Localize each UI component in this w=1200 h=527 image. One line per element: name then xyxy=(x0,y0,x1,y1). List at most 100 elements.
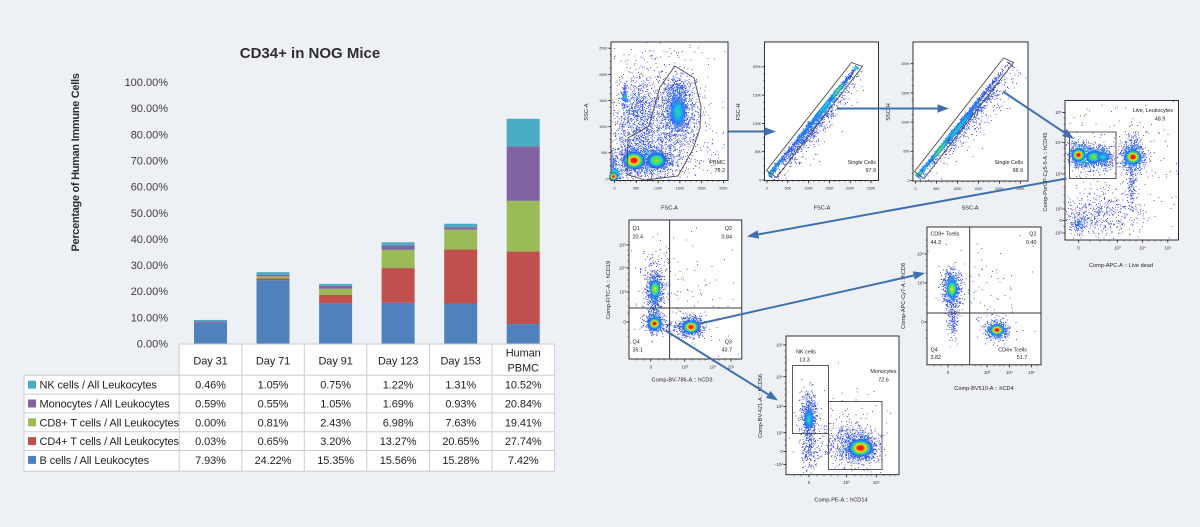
svg-text:10⁴: 10⁴ xyxy=(1139,245,1146,250)
svg-text:10⁵: 10⁵ xyxy=(1164,245,1171,250)
svg-text:200K: 200K xyxy=(599,73,608,77)
svg-text:10⁵: 10⁵ xyxy=(1055,110,1062,115)
svg-text:7.42%: 7.42% xyxy=(508,455,539,467)
svg-text:250K: 250K xyxy=(719,187,728,191)
svg-text:SSC-H: SSC-H xyxy=(886,103,892,120)
svg-text:10⁴: 10⁴ xyxy=(1055,140,1062,145)
svg-text:200K: 200K xyxy=(846,187,855,191)
svg-text:43.7: 43.7 xyxy=(722,348,733,354)
svg-text:24.22%: 24.22% xyxy=(255,455,292,467)
svg-text:50K: 50K xyxy=(933,187,940,191)
svg-text:10³: 10³ xyxy=(682,364,689,369)
svg-text:Day 123: Day 123 xyxy=(378,356,418,368)
svg-text:35.1: 35.1 xyxy=(633,348,644,354)
svg-text:Day 91: Day 91 xyxy=(318,356,352,368)
svg-text:10³: 10³ xyxy=(776,404,783,409)
svg-text:250K: 250K xyxy=(867,187,876,191)
svg-text:PBMC: PBMC xyxy=(709,160,725,166)
svg-text:Comp-APC-Cy7-A :: hCD8: Comp-APC-Cy7-A :: hCD8 xyxy=(901,263,907,329)
svg-text:0: 0 xyxy=(766,187,768,191)
svg-text:50K: 50K xyxy=(633,187,640,191)
svg-text:0: 0 xyxy=(780,449,783,454)
svg-text:50K: 50K xyxy=(903,150,910,154)
svg-text:20.65%: 20.65% xyxy=(442,436,479,448)
svg-text:50K: 50K xyxy=(785,187,792,191)
svg-text:10²: 10² xyxy=(776,430,783,435)
svg-text:Q4: Q4 xyxy=(931,348,938,354)
svg-text:250K: 250K xyxy=(599,47,608,51)
svg-text:Q2: Q2 xyxy=(725,226,732,232)
svg-text:-10²: -10² xyxy=(775,462,783,467)
svg-text:10³: 10³ xyxy=(1055,172,1062,177)
svg-text:0: 0 xyxy=(808,480,811,485)
svg-text:150K: 150K xyxy=(753,94,762,98)
svg-text:150K: 150K xyxy=(901,91,910,95)
svg-text:0.75%: 0.75% xyxy=(320,380,351,392)
svg-text:100.00%: 100.00% xyxy=(125,77,169,89)
svg-text:CD34+ in NOG Mice: CD34+ in NOG Mice xyxy=(240,45,380,62)
svg-text:50.00%: 50.00% xyxy=(131,208,169,220)
svg-text:10⁴: 10⁴ xyxy=(619,266,626,271)
svg-text:0: 0 xyxy=(623,320,626,325)
svg-text:1.05%: 1.05% xyxy=(320,399,351,411)
svg-text:7.63%: 7.63% xyxy=(445,417,476,429)
svg-text:0: 0 xyxy=(650,364,653,369)
svg-text:15.28%: 15.28% xyxy=(442,455,479,467)
svg-text:97.9: 97.9 xyxy=(866,168,877,174)
svg-text:27.74%: 27.74% xyxy=(505,436,542,448)
svg-text:150K: 150K xyxy=(825,187,834,191)
svg-text:10³: 10³ xyxy=(619,290,626,295)
svg-text:100K: 100K xyxy=(901,121,910,125)
svg-text:NK cells: NK cells xyxy=(796,350,816,356)
svg-text:250K: 250K xyxy=(1016,187,1025,191)
svg-text:Q1: Q1 xyxy=(633,226,640,232)
svg-text:Monocytes: Monocytes xyxy=(870,369,896,375)
svg-text:10³: 10³ xyxy=(843,480,850,485)
svg-text:3.82: 3.82 xyxy=(931,355,942,361)
svg-text:3.20%: 3.20% xyxy=(320,436,351,448)
svg-text:Day 71: Day 71 xyxy=(256,356,290,368)
svg-text:0.55%: 0.55% xyxy=(258,399,289,411)
svg-text:10.52%: 10.52% xyxy=(505,380,542,392)
svg-text:10⁵: 10⁵ xyxy=(728,364,735,369)
svg-text:1.69%: 1.69% xyxy=(383,399,414,411)
svg-text:10³: 10³ xyxy=(1114,245,1121,250)
svg-text:FSC-H: FSC-H xyxy=(736,103,742,120)
svg-text:0: 0 xyxy=(921,320,924,325)
svg-text:15.35%: 15.35% xyxy=(317,455,354,467)
svg-text:6.98%: 6.98% xyxy=(383,417,414,429)
svg-text:40.00%: 40.00% xyxy=(131,234,169,246)
svg-text:200K: 200K xyxy=(753,65,762,69)
svg-text:150K: 150K xyxy=(676,187,685,191)
svg-text:10⁴: 10⁴ xyxy=(917,252,924,257)
svg-text:200K: 200K xyxy=(697,187,706,191)
svg-text:10⁴: 10⁴ xyxy=(710,364,717,369)
svg-text:7.93%: 7.93% xyxy=(195,455,226,467)
svg-text:90.00%: 90.00% xyxy=(131,103,169,115)
svg-text:CD4+ Tcells: CD4+ Tcells xyxy=(998,348,1027,354)
svg-text:0.84: 0.84 xyxy=(722,235,733,241)
svg-text:Monocytes / All Leukocytes: Monocytes / All Leukocytes xyxy=(40,399,171,411)
svg-text:15.56%: 15.56% xyxy=(380,455,417,467)
svg-text:NK cells / All Leukocytes: NK cells / All Leukocytes xyxy=(40,380,158,392)
svg-text:10²: 10² xyxy=(1055,207,1062,212)
svg-text:50K: 50K xyxy=(755,150,762,154)
svg-text:0: 0 xyxy=(614,187,616,191)
svg-text:Comp-APC-A :: Live dead: Comp-APC-A :: Live dead xyxy=(1089,263,1153,269)
svg-text:44.3: 44.3 xyxy=(931,240,942,246)
svg-text:2.43%: 2.43% xyxy=(320,417,351,429)
svg-text:60.00%: 60.00% xyxy=(131,182,169,194)
svg-text:200K: 200K xyxy=(901,62,910,66)
svg-text:10⁵: 10⁵ xyxy=(776,343,783,348)
svg-text:Comp-FITC-A :: hCD19: Comp-FITC-A :: hCD19 xyxy=(606,261,612,319)
svg-text:100K: 100K xyxy=(599,125,608,129)
svg-text:Q3: Q3 xyxy=(725,340,732,346)
svg-text:100K: 100K xyxy=(804,187,813,191)
svg-text:30.00%: 30.00% xyxy=(131,260,169,272)
svg-text:0: 0 xyxy=(915,187,917,191)
svg-text:CD8+ T cells / All Leukocytes: CD8+ T cells / All Leukocytes xyxy=(40,417,180,429)
svg-text:10⁴: 10⁴ xyxy=(873,480,880,485)
svg-text:CD8+ Tcells: CD8+ Tcells xyxy=(931,232,960,238)
svg-text:10⁴: 10⁴ xyxy=(776,374,783,379)
svg-text:13.27%: 13.27% xyxy=(380,436,417,448)
